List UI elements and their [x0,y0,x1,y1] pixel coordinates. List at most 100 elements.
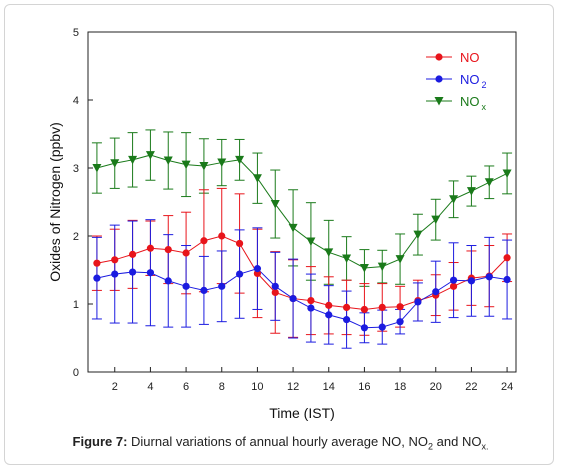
nox-point [270,200,280,209]
x-tick-label: 12 [287,381,299,393]
x-tick-label: 16 [358,381,370,393]
no2-point [432,288,440,296]
no2-point [146,269,155,277]
x-tick-label: 20 [430,381,442,393]
x-tick-label: 22 [465,381,477,393]
caption-sub-x: x. [481,441,489,452]
no2-point [111,270,119,278]
nox-point [502,169,512,178]
nox-point [235,155,245,165]
no-point [146,244,155,252]
no2-point [253,265,262,273]
legend-marker [435,53,443,61]
plot-area [87,31,517,373]
no2-point [271,282,279,290]
no-point [164,246,172,254]
nox-point [359,263,369,273]
x-tick-label: 10 [251,381,263,393]
no2-point [467,277,476,285]
nox-point [413,230,423,240]
no-point [235,239,244,248]
no2-point [485,273,493,281]
series-markers [92,151,512,332]
y-tick-label: 1 [73,299,79,311]
no-point [307,297,315,305]
no-point [449,282,458,290]
series-lines [96,154,508,329]
x-tick-label: 24 [501,381,513,393]
no2-point [200,286,208,294]
legend: NO NO 2 NO x [426,50,487,112]
no2-point [325,311,333,319]
nox-line [96,154,508,269]
nox-point [288,223,298,233]
no-point [503,254,511,262]
no2-line [96,268,508,329]
nox-point [128,155,138,165]
no2-point [128,268,137,276]
no-point [128,250,137,258]
no2-point [235,270,244,278]
nox-point [163,156,173,166]
no2-point [378,323,386,331]
legend-subscript: x [482,102,487,112]
y-tick-label: 5 [73,27,79,39]
no2-point [218,282,226,290]
no-point [182,249,190,257]
x-tick-label: 8 [219,381,225,393]
caption-sub-2: 2 [428,441,434,452]
y-axis-title: Oxides of Nitrogen (ppbv) [47,122,63,282]
caption-text-2: and NO [433,434,482,449]
no2-point [182,282,190,290]
no-point [396,303,404,311]
no2-point [449,276,458,284]
no2-point [164,277,172,285]
nox-point [466,187,476,196]
no2-point [289,294,297,303]
nox-point [217,158,227,168]
x-tick-label: 2 [112,381,118,393]
nox-point [377,262,387,272]
no2-point [93,274,101,282]
no-line [96,235,508,310]
x-tick-label: 18 [394,381,406,393]
figure-caption: Figure 7: Diurnal variations of annual h… [0,434,561,452]
nox-point [199,161,209,171]
no-point [111,256,119,264]
figure-frame [4,4,554,465]
nox-point [431,215,441,225]
y-tick-label: 4 [73,95,79,107]
legend-marker [434,97,444,106]
no-point [325,301,333,309]
legend-marker [435,75,443,83]
no2-point [396,318,404,326]
no2-point [342,316,351,324]
y-tick-label: 3 [73,163,79,175]
legend-subscript: 2 [482,80,487,90]
x-tick-label: 4 [147,381,153,393]
no-point [218,232,226,240]
y-tick-label: 0 [73,367,79,379]
no2-point [414,298,422,306]
nox-point [252,174,262,183]
no2-point [307,304,315,312]
nox-point [181,160,191,170]
nox-point [342,254,352,263]
y-tick-label: 2 [73,231,79,243]
legend-label: NO 2 [460,72,487,90]
x-tick-label: 6 [183,381,189,393]
legend-label: NO [460,50,480,65]
caption-text: Diurnal variations of annual hourly aver… [127,434,429,449]
no-point [93,259,101,267]
no-point [200,237,208,245]
nox-point [92,164,102,173]
no-point [378,303,386,311]
legend-label: NO x [460,94,487,112]
no-point [360,305,369,314]
nox-point [306,237,316,246]
error-bars [91,129,513,349]
no2-point [360,324,369,332]
no-point [271,288,279,297]
